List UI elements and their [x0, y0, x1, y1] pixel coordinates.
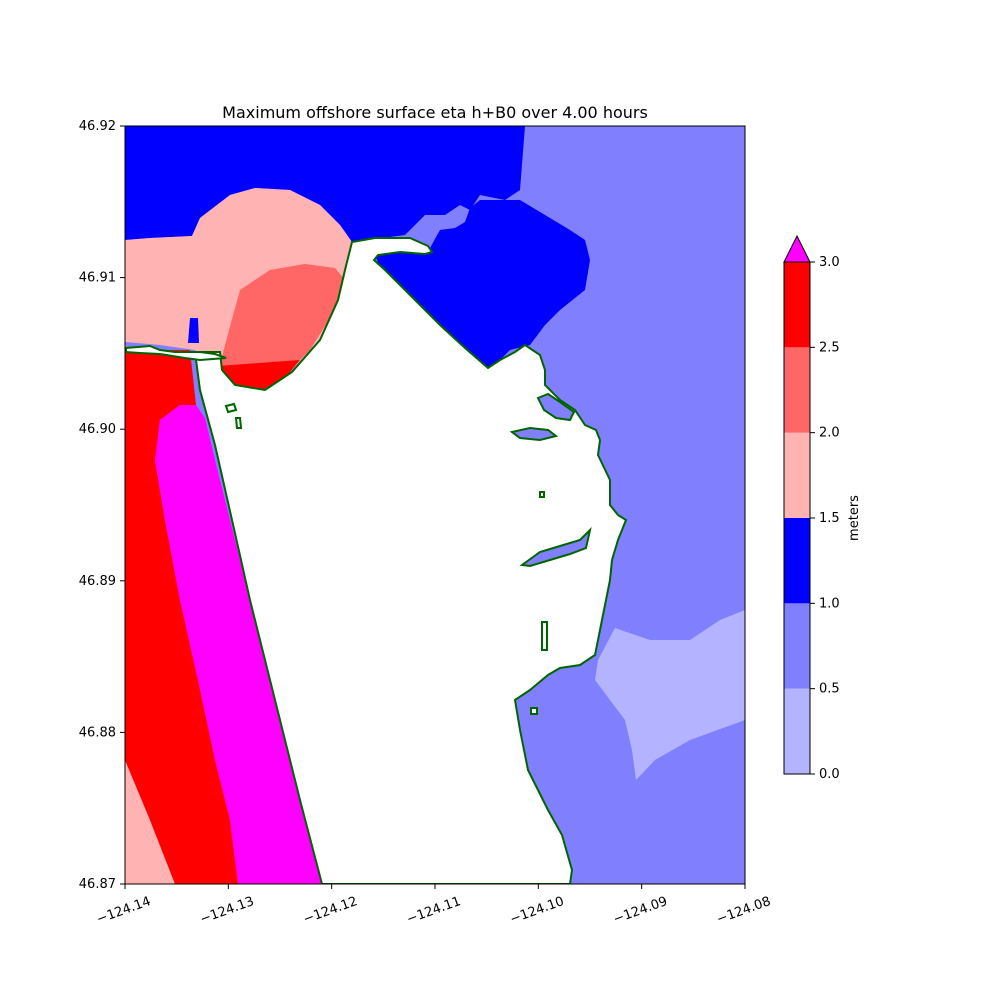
y-tick-label: 46.87	[79, 877, 116, 892]
region-1.0-1.5-patch	[188, 318, 199, 343]
x-tick-label: −124.12	[301, 894, 359, 927]
colorbar-tick-label: 1.0	[819, 596, 840, 611]
y-tick-label: 46.90	[79, 422, 116, 437]
land-island	[234, 417, 243, 429]
colorbar-tick-label: 0.5	[819, 682, 840, 697]
x-tick-label: −124.11	[405, 894, 463, 927]
colorbar-segment	[784, 603, 810, 689]
region-1.0-1.5-north	[125, 126, 525, 242]
colorbar: 0.0 0.5 1.0 1.5 2.0 2.5 3.0 meters	[783, 234, 862, 782]
region-2.0-2.5-northwest	[218, 264, 345, 388]
x-axis: −124.14 −124.13 −124.12 −124.11 −124.10 −124.…	[95, 884, 773, 927]
region-2.5-3.0-southwest	[125, 350, 238, 884]
map-plot-area	[125, 126, 745, 884]
map-title: Maximum offshore surface eta h+B0 over 4…	[222, 103, 648, 122]
region-1.0-1.5-bay	[375, 200, 590, 370]
y-tick-label: 46.92	[79, 119, 116, 134]
region-1.5-2.0-southwest	[125, 345, 175, 884]
colorbar-segment	[784, 688, 810, 774]
x-tick-label: −124.14	[95, 894, 153, 927]
colorbar-tick-label: 1.5	[819, 511, 840, 526]
land-island	[224, 402, 238, 414]
region-0.0-0.5-southeast	[595, 610, 745, 780]
x-tick-label: −124.08	[715, 894, 773, 927]
land-inlet	[519, 526, 592, 568]
colorbar-segment	[784, 518, 810, 604]
region-2.5-3.0-northwest	[218, 360, 300, 390]
land-island	[539, 491, 545, 498]
colorbar-segment	[784, 262, 810, 348]
y-axis: 46.87 46.88 46.89 46.90 46.91 46.92	[79, 119, 125, 892]
colorbar-tick-label: 2.0	[819, 426, 840, 441]
y-tick-label: 46.89	[79, 574, 116, 589]
land-inlet	[536, 392, 576, 422]
colorbar-tick-label: 0.0	[819, 767, 840, 782]
y-tick-label: 46.91	[79, 271, 116, 286]
x-tick-label: −124.10	[508, 894, 566, 927]
land-island	[541, 621, 548, 651]
colorbar-tick-label: 3.0	[819, 255, 840, 270]
x-tick-label: −124.09	[611, 894, 669, 927]
colorbar-segment	[784, 432, 810, 518]
y-tick-label: 46.88	[79, 725, 116, 740]
colorbar-tick-label: 2.5	[819, 340, 840, 355]
land-island	[530, 707, 538, 715]
land-area	[193, 237, 628, 884]
land-inlet	[509, 426, 559, 442]
colorbar-extend-arrow	[783, 234, 811, 263]
land-spit	[125, 344, 227, 362]
colorbar-segment	[784, 347, 810, 433]
x-tick-label: −124.13	[198, 894, 256, 927]
region-above-3.0-southwest	[155, 405, 322, 884]
colorbar-label: meters	[847, 495, 862, 541]
